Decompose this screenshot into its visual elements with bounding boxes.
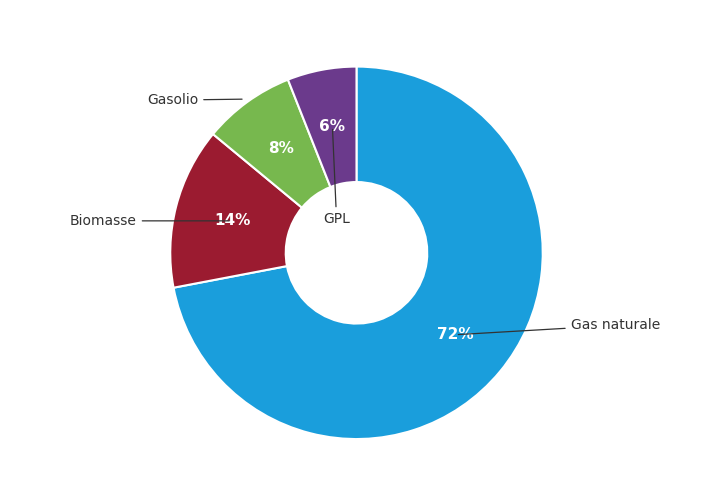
Wedge shape (173, 67, 543, 439)
Text: 72%: 72% (437, 327, 474, 342)
Text: GPL: GPL (323, 130, 350, 226)
Text: Biomasse: Biomasse (70, 214, 230, 228)
Wedge shape (170, 134, 302, 288)
Text: 8%: 8% (268, 141, 294, 156)
Text: 6%: 6% (319, 119, 345, 134)
Text: Gasolio: Gasolio (147, 93, 242, 107)
Wedge shape (288, 67, 356, 187)
Text: 14%: 14% (214, 213, 250, 228)
Wedge shape (213, 80, 330, 207)
Text: Gas naturale: Gas naturale (458, 318, 660, 335)
